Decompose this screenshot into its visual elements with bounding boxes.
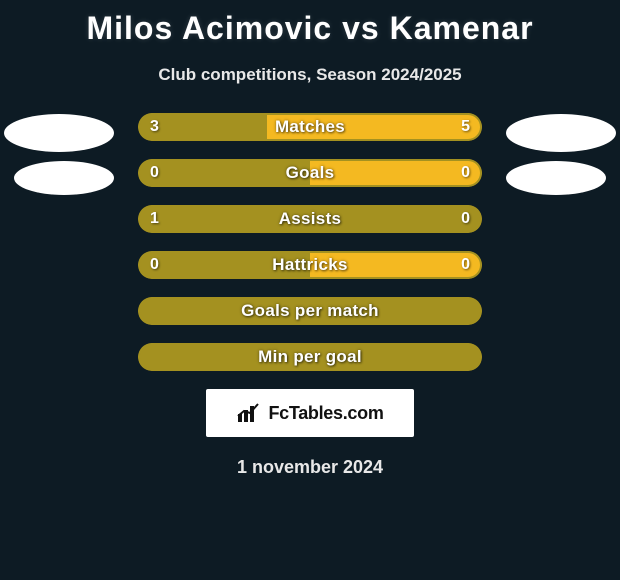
bar-label: Goals per match xyxy=(138,297,482,325)
comparison-chart: Matches35Goals00Assists10Hattricks00Goal… xyxy=(0,113,620,371)
logo-badge: FcTables.com xyxy=(206,389,414,437)
avatar-right-1 xyxy=(506,114,616,152)
bar-label: Hattricks xyxy=(138,251,482,279)
page-title: Milos Acimovic vs Kamenar xyxy=(0,0,620,47)
logo-chart-icon xyxy=(236,402,262,424)
bar-label: Goals xyxy=(138,159,482,187)
bar-row: Hattricks0 0 xyxy=(138,251,482,279)
bar-value-left: 0 xyxy=(150,159,159,187)
bars-container: Matches35Goals00Assists10Hattricks00Goal… xyxy=(138,113,482,371)
bar-value-right: 0 xyxy=(461,251,470,279)
bar-value-right: 5 xyxy=(461,113,470,141)
bar-row: Matches3 5 xyxy=(138,113,482,141)
bar-row: Min per goal xyxy=(138,343,482,371)
bar-label: Min per goal xyxy=(138,343,482,371)
logo-text: FcTables.com xyxy=(268,403,383,424)
bar-row: Goals0 0 xyxy=(138,159,482,187)
avatar-left-1 xyxy=(4,114,114,152)
bar-value-left: 1 xyxy=(150,205,159,233)
avatar-left-2 xyxy=(14,161,114,195)
subtitle: Club competitions, Season 2024/2025 xyxy=(0,65,620,85)
bar-row: Assists1 0 xyxy=(138,205,482,233)
bar-label: Matches xyxy=(138,113,482,141)
bar-value-left: 0 xyxy=(150,251,159,279)
bar-row: Goals per match xyxy=(138,297,482,325)
bar-value-right: 0 xyxy=(461,159,470,187)
bar-label: Assists xyxy=(138,205,482,233)
bar-value-left: 3 xyxy=(150,113,159,141)
avatar-right-2 xyxy=(506,161,606,195)
footer-date: 1 november 2024 xyxy=(0,457,620,478)
bar-value-right: 0 xyxy=(461,205,470,233)
